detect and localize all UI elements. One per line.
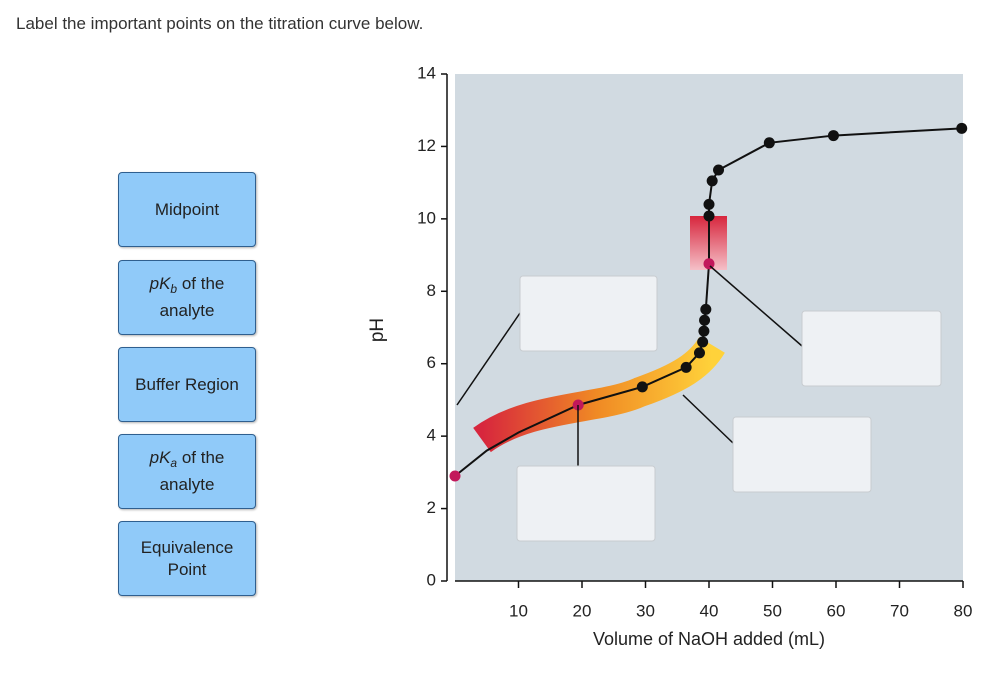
label-text: pKa of the analyte bbox=[132, 447, 242, 496]
label-part: Buffer Region bbox=[135, 374, 239, 394]
y-tick-label: 2 bbox=[427, 498, 436, 517]
answer-label[interactable]: Midpoint bbox=[118, 172, 256, 247]
data-point bbox=[572, 399, 584, 411]
data-point bbox=[827, 130, 839, 142]
x-tick-label: 60 bbox=[827, 601, 846, 620]
y-tick-label: 10 bbox=[417, 208, 436, 227]
connector bbox=[709, 265, 803, 347]
data-point bbox=[636, 381, 648, 393]
label-part: pK bbox=[149, 274, 171, 293]
label-part: Midpoint bbox=[154, 199, 220, 219]
label-text: Midpoint bbox=[155, 199, 219, 221]
answer-label[interactable]: Buffer Region bbox=[118, 347, 256, 422]
drop-zone[interactable] bbox=[732, 416, 872, 493]
y-tick-label: 14 bbox=[417, 63, 436, 82]
x-tick-label: 30 bbox=[636, 601, 655, 620]
answer-label[interactable]: pKa of the analyte bbox=[118, 434, 256, 509]
data-point bbox=[697, 336, 709, 348]
drop-zone[interactable] bbox=[516, 465, 656, 542]
data-point bbox=[703, 258, 715, 270]
data-point bbox=[699, 314, 711, 326]
answer-label[interactable]: pKb of the analyte bbox=[118, 260, 256, 335]
label-part: of the analyte bbox=[159, 448, 225, 494]
data-point bbox=[706, 175, 718, 187]
data-point bbox=[763, 137, 775, 149]
label-text: pKb of the analyte bbox=[132, 273, 242, 322]
connector bbox=[682, 394, 734, 444]
x-tick-label: 80 bbox=[954, 601, 973, 620]
data-point bbox=[703, 198, 715, 210]
data-point bbox=[693, 347, 705, 359]
data-point bbox=[713, 164, 725, 176]
label-part: b bbox=[170, 282, 178, 296]
y-tick-label: 4 bbox=[427, 426, 436, 445]
drop-zone[interactable] bbox=[801, 310, 942, 387]
y-tick-label: 0 bbox=[427, 570, 436, 589]
data-point bbox=[700, 303, 712, 315]
x-tick-label: 40 bbox=[700, 601, 719, 620]
buffer-band bbox=[473, 336, 725, 453]
label-text: Buffer Region bbox=[135, 374, 239, 396]
label-part: Equivalence Point bbox=[140, 537, 234, 579]
label-part: a bbox=[170, 456, 178, 470]
data-point bbox=[703, 210, 715, 222]
y-axis-title: pH bbox=[367, 318, 388, 342]
y-tick-label: 12 bbox=[417, 136, 436, 155]
data-point bbox=[449, 470, 461, 482]
answer-label[interactable]: Equivalence Point bbox=[118, 521, 256, 596]
label-text: Equivalence Point bbox=[132, 537, 242, 581]
data-point bbox=[956, 122, 968, 134]
drop-zone[interactable] bbox=[519, 275, 658, 352]
y-tick-label: 8 bbox=[427, 281, 436, 300]
y-tick-label: 6 bbox=[427, 353, 436, 372]
x-tick-label: 20 bbox=[573, 601, 592, 620]
x-tick-label: 50 bbox=[763, 601, 782, 620]
data-point bbox=[698, 325, 710, 337]
instruction: Label the important points on the titrat… bbox=[16, 14, 424, 33]
data-point bbox=[680, 361, 692, 373]
x-axis-title: Volume of NaOH added (mL) bbox=[593, 629, 825, 649]
label-part: of the analyte bbox=[159, 274, 225, 320]
connector bbox=[456, 312, 521, 406]
x-tick-label: 70 bbox=[890, 601, 909, 620]
label-part: pK bbox=[149, 448, 171, 467]
x-tick-label: 10 bbox=[509, 601, 528, 620]
